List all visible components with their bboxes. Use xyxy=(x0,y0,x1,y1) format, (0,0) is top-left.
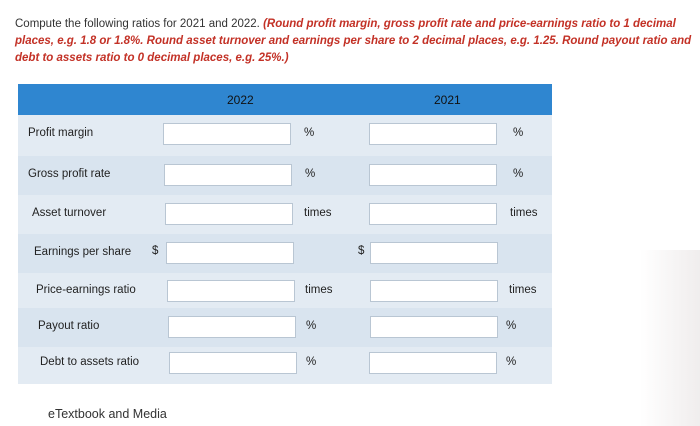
row-label: Gross profit rate xyxy=(28,168,111,180)
debt-to-assets-ratio-2022-input[interactable] xyxy=(169,352,297,374)
table-row: Profit margin % % xyxy=(18,115,552,154)
unit-label-2021: % xyxy=(513,127,524,139)
column-header-2021: 2021 xyxy=(434,93,461,107)
unit-label-2021: % xyxy=(506,320,517,332)
profit-margin-2021-input[interactable] xyxy=(369,123,497,145)
profit-margin-2022-input[interactable] xyxy=(163,123,291,145)
unit-label-2021: % xyxy=(513,168,524,180)
earnings-per-share-2021-input[interactable] xyxy=(370,242,498,264)
gross-profit-rate-2021-input[interactable] xyxy=(369,164,497,186)
asset-turnover-2022-input[interactable] xyxy=(165,203,293,225)
row-label: Profit margin xyxy=(28,127,94,139)
asset-turnover-2021-input[interactable] xyxy=(369,203,497,225)
table-row: Debt to assets ratio % % xyxy=(18,344,552,383)
unit-label-2021: % xyxy=(506,356,517,368)
row-label: Payout ratio xyxy=(38,320,100,332)
row-label: Debt to assets ratio xyxy=(40,356,140,368)
page-edge-shadow xyxy=(640,250,700,426)
earnings-per-share-2022-input[interactable] xyxy=(166,242,294,264)
row-label: Price-earnings ratio xyxy=(36,284,136,296)
debt-to-assets-ratio-2021-input[interactable] xyxy=(369,352,497,374)
gross-profit-rate-2022-input[interactable] xyxy=(164,164,292,186)
unit-label-2022: times xyxy=(305,284,333,296)
unit-label-2022: % xyxy=(306,320,317,332)
instructions-prefix: Compute the following ratios for 2021 an… xyxy=(15,18,264,30)
price-earnings-ratio-2021-input[interactable] xyxy=(370,280,498,302)
table-row: Asset turnover times times xyxy=(18,195,552,234)
price-earnings-ratio-2022-input[interactable] xyxy=(167,280,295,302)
instructions: Compute the following ratios for 2021 an… xyxy=(15,16,697,67)
column-header-2022: 2022 xyxy=(227,93,254,107)
etextbook-media-link[interactable]: eTextbook and Media xyxy=(48,407,167,421)
unit-label-2022: times xyxy=(304,207,332,219)
payout-ratio-2022-input[interactable] xyxy=(168,316,296,338)
unit-label-2022: % xyxy=(306,356,317,368)
unit-label-2021: times xyxy=(510,207,538,219)
rounding-instructions: (Round profit margin, gross profit rate … xyxy=(15,18,692,64)
table-header: 2022 2021 xyxy=(18,84,552,115)
unit-label-2022: % xyxy=(305,168,316,180)
table-row: Price-earnings ratio times times xyxy=(18,272,552,311)
currency-symbol-2022: $ xyxy=(152,245,159,257)
unit-label-2021: times xyxy=(509,284,537,296)
table-row: Gross profit rate % % xyxy=(18,156,552,195)
table-row: Earnings per share $ $ xyxy=(18,234,552,273)
table-row: Payout ratio % % xyxy=(18,308,552,347)
row-label: Asset turnover xyxy=(32,207,107,219)
row-label: Earnings per share xyxy=(34,246,132,258)
ratio-table: 2022 2021 Profit margin % % Gross profit… xyxy=(18,84,552,384)
unit-label-2022: % xyxy=(304,127,315,139)
payout-ratio-2021-input[interactable] xyxy=(370,316,498,338)
currency-symbol-2021: $ xyxy=(358,245,365,257)
